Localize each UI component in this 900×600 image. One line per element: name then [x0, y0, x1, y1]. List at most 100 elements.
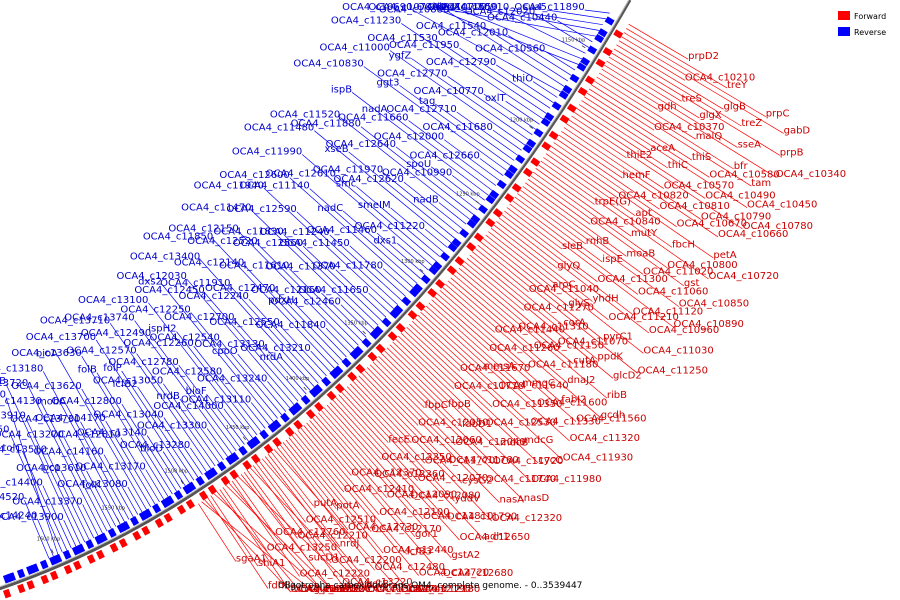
- reverse-gene-label[interactable]: OCA4_c12020: [465, 7, 535, 18]
- reverse-gene-label[interactable]: OCA4_c14170: [35, 413, 105, 424]
- forward-gene-label[interactable]: OCA4_c12200: [331, 555, 401, 566]
- forward-gene-label[interactable]: OCA4_c10490: [705, 190, 775, 201]
- reverse-gene-label[interactable]: OCA4_c13050: [93, 376, 163, 387]
- reverse-gene-label[interactable]: OCA4_c10880: [379, 4, 449, 15]
- reverse-gene-label[interactable]: cpoO: [212, 346, 238, 357]
- forward-gene-label[interactable]: potB: [366, 579, 389, 590]
- reverse-gene-label[interactable]: OCA4_c13210: [240, 343, 310, 354]
- forward-gene-label[interactable]: OCA4_c10580: [709, 169, 779, 180]
- forward-gene-label[interactable]: treS: [682, 93, 702, 104]
- forward-gene-label[interactable]: gcdh: [601, 410, 626, 421]
- forward-gene-label[interactable]: metE: [333, 584, 359, 595]
- reverse-gene-label[interactable]: folP: [103, 363, 121, 374]
- forward-gene-label[interactable]: apt: [635, 208, 651, 219]
- forward-gene-label[interactable]: mutY: [631, 228, 658, 239]
- forward-gene-label[interactable]: ppdK: [597, 351, 623, 362]
- reverse-gene-label[interactable]: OCA4_c13740: [64, 313, 134, 324]
- forward-gene-label[interactable]: OCA4_c11320: [570, 433, 640, 444]
- reverse-gene-label[interactable]: OCA4_c12770: [377, 68, 447, 79]
- reverse-gene-label[interactable]: OCA4_c12550: [209, 317, 279, 328]
- forward-gene-label[interactable]: glgB: [724, 101, 746, 112]
- forward-gene-label[interactable]: yhdH: [593, 294, 619, 305]
- forward-gene-label[interactable]: OCA4_c12060: [411, 435, 481, 446]
- reverse-gene-label[interactable]: OCA4_c13240: [197, 373, 267, 384]
- forward-gene-label[interactable]: OCA4_c11760: [448, 455, 518, 466]
- forward-gene-label[interactable]: ispE: [602, 254, 623, 265]
- forward-gene-label[interactable]: thiC: [668, 160, 688, 171]
- forward-gene-label[interactable]: OCA4_c12760: [275, 527, 345, 538]
- forward-gene-label[interactable]: treY: [727, 80, 748, 91]
- reverse-gene-label[interactable]: OCA4_c12240: [179, 291, 249, 302]
- reverse-gene-label[interactable]: OCA4_c13620: [11, 381, 81, 392]
- reverse-gene-label[interactable]: ggt3: [377, 77, 400, 88]
- reverse-gene-label[interactable]: OCA4_c13700: [26, 332, 96, 343]
- forward-gene-label[interactable]: OCA4_c12530: [486, 418, 556, 429]
- forward-gene-label[interactable]: sucD2: [334, 584, 365, 595]
- reverse-gene-label[interactable]: OCA4_c12010: [438, 27, 508, 38]
- forward-gene-label[interactable]: OCA4_c10450: [747, 200, 817, 211]
- forward-gene-label[interactable]: OCA4_c10210: [685, 72, 755, 83]
- reverse-gene-label[interactable]: OCA4_c14000: [153, 401, 223, 412]
- forward-gene-label[interactable]: OCA4_c11740: [486, 474, 556, 485]
- reverse-gene-label[interactable]: OCA4_c12000: [374, 132, 444, 143]
- forward-gene-label[interactable]: fabI2: [561, 394, 586, 405]
- reverse-gene-label[interactable]: OCA4_c12610: [266, 168, 336, 179]
- forward-gene-label[interactable]: putA: [314, 498, 338, 509]
- reverse-gene-label[interactable]: amaB: [0, 376, 6, 387]
- reverse-gene-label[interactable]: OCA4_c12450: [134, 285, 204, 296]
- forward-gene-label[interactable]: OCA4_c11310: [518, 321, 588, 332]
- forward-gene-label[interactable]: OCA4_c12510: [306, 514, 376, 525]
- reverse-gene-label[interactable]: OCA4_c10560: [475, 43, 545, 54]
- forward-gene-label[interactable]: OCA4_c12730: [348, 522, 418, 533]
- forward-gene-label[interactable]: OCA4_c11640: [498, 381, 568, 392]
- forward-gene-label[interactable]: OCA4_c10660: [718, 229, 788, 240]
- reverse-gene-label[interactable]: smeIM: [358, 200, 391, 211]
- forward-gene-label[interactable]: glcD2: [613, 370, 642, 381]
- reverse-gene-label[interactable]: OCA4_c12470: [205, 283, 275, 294]
- reverse-gene-label[interactable]: OCA4_c11460: [307, 225, 377, 236]
- forward-gene-label[interactable]: OCA4_c10370: [654, 122, 724, 133]
- reverse-gene-label[interactable]: OCA4_c11680: [423, 122, 493, 133]
- forward-gene-label[interactable]: OCA4_c11180: [528, 359, 598, 370]
- forward-gene-label[interactable]: OCA4_c10790: [701, 211, 771, 222]
- forward-gene-label[interactable]: nasD: [524, 493, 550, 504]
- reverse-gene-label[interactable]: OCA4_c12590: [226, 204, 296, 215]
- reverse-gene-label[interactable]: OCA4_c13370: [12, 496, 82, 507]
- forward-gene-label[interactable]: mdcB: [500, 437, 529, 448]
- forward-gene-label[interactable]: OCA4_c11330: [531, 416, 601, 427]
- forward-gene-label[interactable]: lcfB3: [407, 546, 432, 557]
- reverse-gene-label[interactable]: OCA4_c12790: [426, 57, 496, 68]
- reverse-gene-label[interactable]: OCA4_c13110: [181, 395, 251, 406]
- reverse-gene-label[interactable]: OCA4_c11140: [239, 181, 309, 192]
- forward-gene-label[interactable]: OCA4_c10800: [667, 260, 737, 271]
- forward-gene-label[interactable]: OCA4_c12090: [387, 490, 457, 501]
- forward-gene-label[interactable]: OCA4_c10570: [664, 181, 734, 192]
- reverse-gene-label[interactable]: tag: [419, 96, 435, 107]
- forward-gene-label[interactable]: OCA4_c11300: [598, 274, 668, 285]
- forward-gene-label[interactable]: OCA4_c12050: [418, 418, 488, 429]
- forward-gene-label[interactable]: OCA4_c11980: [531, 474, 601, 485]
- forward-gene-label[interactable]: nrdJ: [340, 539, 360, 550]
- reverse-gene-label[interactable]: thiO: [512, 74, 533, 85]
- forward-gene-label[interactable]: OCA4_c12680: [443, 568, 513, 579]
- reverse-gene-label[interactable]: OCA4_c13100: [78, 295, 148, 306]
- reverse-gene-label[interactable]: OCA4_c12460: [271, 297, 341, 308]
- forward-gene-label[interactable]: OCA4_c10850: [679, 299, 749, 310]
- reverse-gene-label[interactable]: OCA4_c11990: [232, 147, 302, 158]
- reverse-gene-label[interactable]: OCA4_c13730: [10, 414, 80, 425]
- forward-gene-label[interactable]: OCA4_c10780: [743, 221, 813, 232]
- forward-gene-label[interactable]: moaB: [626, 248, 655, 259]
- reverse-gene-label[interactable]: OCA4_c10700: [417, 2, 487, 13]
- forward-gene-label[interactable]: exbB: [324, 584, 349, 595]
- reverse-gene-label[interactable]: OCA4_c13750: [0, 425, 10, 436]
- reverse-gene-label[interactable]: pcp: [42, 463, 60, 474]
- forward-gene-label[interactable]: fbpC: [425, 400, 448, 411]
- reverse-gene-label[interactable]: OCA4_c14160: [34, 447, 104, 458]
- reverse-gene-label[interactable]: OCA4_c11650: [298, 285, 368, 296]
- reverse-gene-label[interactable]: OCA4_c13910: [0, 410, 26, 421]
- forward-gene-label[interactable]: OCA4_c12040: [455, 437, 525, 448]
- reverse-gene-label[interactable]: bioF: [186, 386, 207, 397]
- reverse-gene-label[interactable]: OCA4_c14520: [0, 492, 24, 503]
- reverse-gene-label[interactable]: OCA4_c12560: [233, 238, 303, 249]
- forward-gene-label[interactable]: OCA4_c11790: [447, 511, 517, 522]
